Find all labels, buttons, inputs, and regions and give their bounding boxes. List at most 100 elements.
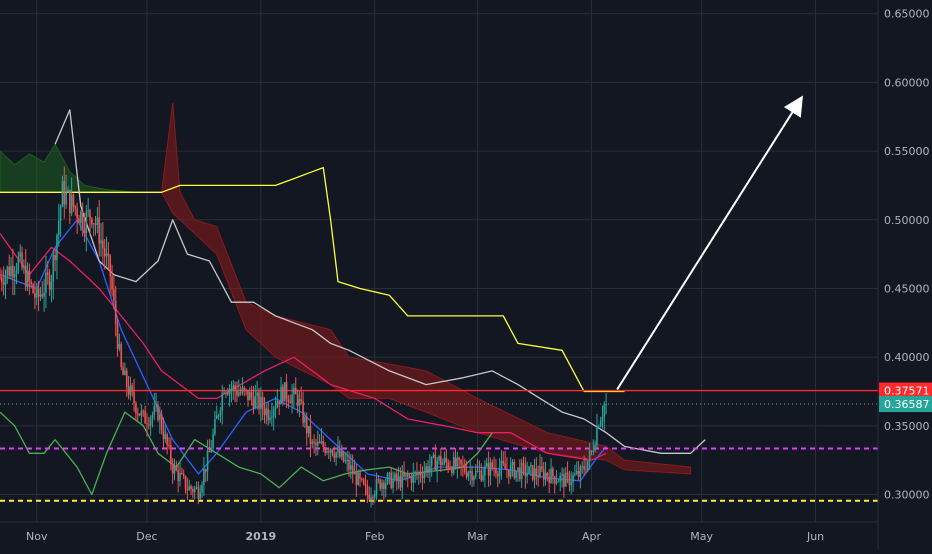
candle-body [109,255,112,277]
candle-body [574,473,576,476]
candle-body [136,413,139,415]
candle-body [309,426,312,444]
candle-body [599,421,602,427]
time-axis[interactable]: Nov Dec 2019 Feb Mar Apr May Jun [26,530,824,543]
candle-body [159,414,161,421]
candle-body [226,392,229,395]
candle-body [8,266,10,276]
price-tick-label: 0.40000 [884,351,930,364]
candle-body [258,392,260,409]
candle-body [546,472,549,477]
candle-body [192,489,194,493]
candle-body [601,417,604,422]
candle-body [436,460,438,471]
candle-body [98,217,100,244]
candle-body [463,465,466,472]
candle-body [182,473,185,476]
candle-body [467,473,470,477]
candle-body [34,292,36,298]
candle-body [50,281,53,290]
candle-body [511,462,514,466]
price-axis[interactable]: 0.30000 0.35000 0.40000 0.45000 0.50000 0.550… [884,8,930,502]
candle-body [342,451,345,462]
candle-body [56,235,58,261]
candle-body [195,487,198,489]
candle-body [225,392,227,394]
candle-body [564,472,567,487]
candle-body [429,466,431,473]
candle-body [539,466,541,478]
candle-body [496,473,499,477]
candle-body [572,475,574,483]
candle-body [35,288,38,298]
candle-body [140,410,143,416]
candle-body [107,253,110,256]
candle-body [78,218,80,223]
candle-body [555,481,558,484]
candle-body [237,392,240,396]
price-tick-label: 0.50000 [884,214,930,227]
candle-body [15,270,18,274]
indicator-line-5 [54,109,706,454]
candle-body [252,397,255,409]
candle-body [94,223,97,225]
candle-body [383,482,385,490]
candle-body [440,456,442,466]
candle-body [269,417,271,421]
candle-body [135,403,137,414]
candle-body [566,472,569,474]
candle-body [438,456,440,461]
candle-body [473,476,475,481]
candle-body [26,270,29,287]
candle-body [203,468,205,486]
candle-body [533,468,536,480]
candle-body [186,489,189,491]
candle-body [274,406,277,410]
candle-body [160,414,163,431]
candle-body [23,265,25,268]
candle-body [482,475,484,481]
candle-body [2,282,5,285]
candle-body [52,254,55,282]
candle-body [61,181,64,207]
price-tag-box [879,382,932,399]
time-tick-label: May [690,530,713,543]
candle-body [406,474,409,477]
candle-body [30,281,33,285]
candle-body [359,472,361,479]
candle-body [157,404,159,421]
candle-body [493,467,495,469]
candle-body [421,476,424,479]
candle-body [361,478,363,480]
candle-body [509,465,512,477]
candle-body [41,294,44,297]
candle-body [155,404,157,407]
candle-body [249,392,251,401]
candle-body [206,450,209,472]
candle-body [1,277,3,283]
candle-body [425,466,427,472]
candle-body [507,469,510,477]
price-tick-label: 0.45000 [884,282,930,295]
candle-body [372,497,374,499]
candle-body [116,324,119,349]
candle-body [102,240,104,249]
candle-body [548,476,551,483]
candle-body [171,463,174,474]
candle-body [553,476,556,484]
candle-body [219,410,222,416]
candle-body [579,466,582,477]
candle-body [417,472,420,475]
candle-body [193,488,196,493]
price-tick-label: 0.30000 [884,489,930,502]
candle-body [96,217,99,225]
candle-body [177,470,179,481]
candle-body [228,389,231,395]
candle-body [344,460,347,462]
candle-body [265,408,268,416]
candle-body [318,441,321,444]
candle-body [316,441,319,446]
